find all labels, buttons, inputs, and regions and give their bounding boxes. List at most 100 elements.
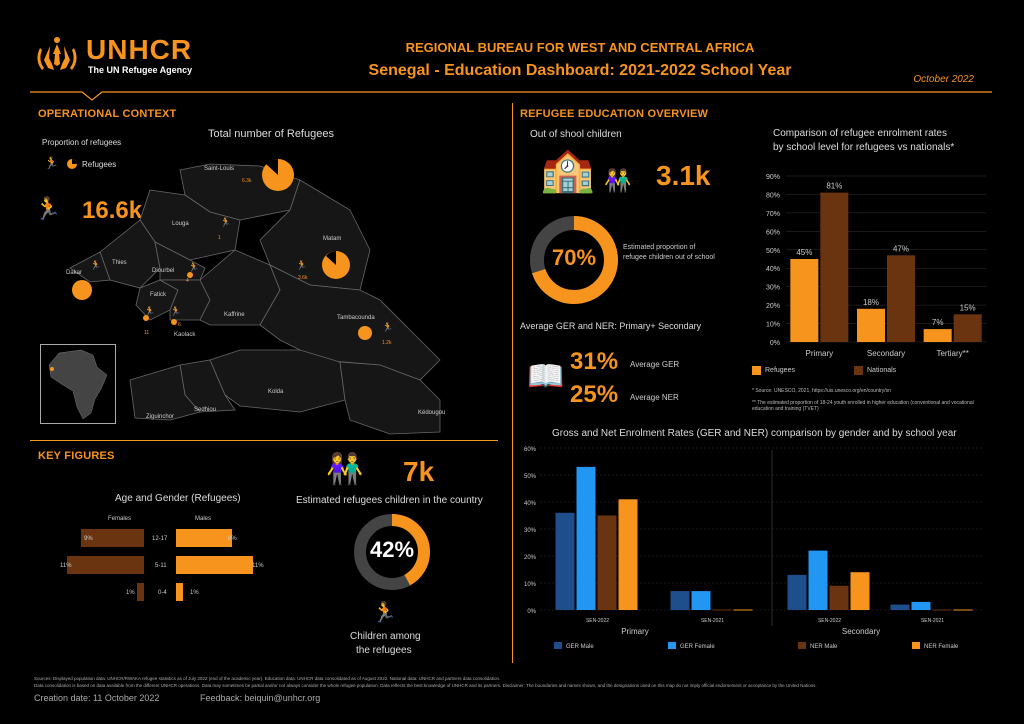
region-label-dakar: Dakar xyxy=(66,270,83,276)
oos-label: Out of shool children xyxy=(530,129,622,140)
chart1-title-line2: by school level for refugees vs national… xyxy=(773,142,955,153)
header-divider xyxy=(30,91,992,101)
chart1-ytick: 10% xyxy=(766,322,780,329)
map-title: Total number of Refugees xyxy=(208,128,334,140)
refugees-legend-label: Refugees xyxy=(82,160,117,169)
row-male-0-4: 1% xyxy=(190,590,199,596)
chart1-xtick: Secondary xyxy=(867,349,905,358)
chart1-data-label: 45% xyxy=(796,248,812,257)
chart2-bar xyxy=(850,572,870,610)
males-label: Males xyxy=(195,516,212,522)
chart1-note: ** The estimated proportion of 18-24 you… xyxy=(752,400,974,412)
section-title-context: OPERATIONAL CONTEXT xyxy=(38,108,177,120)
proportion-label: Proportion of refugees xyxy=(42,138,122,147)
chart1-bar xyxy=(887,255,915,342)
map-icon-tambacounda: 🏃 xyxy=(382,321,393,332)
chart2-bar xyxy=(576,466,596,610)
chart2-legend-label: GER Male xyxy=(566,644,594,650)
section-title-overview: REFUGEE EDUCATION OVERVIEW xyxy=(520,108,709,120)
oos-desc-line2: refugee children out of school xyxy=(623,254,715,261)
pie-diourbel xyxy=(187,272,193,278)
children-donut xyxy=(354,514,430,590)
chart1-legend-nationals: Nationals xyxy=(867,367,897,374)
chart1-ytick: 40% xyxy=(766,266,780,273)
chart2-ytick: 60% xyxy=(524,447,537,453)
children-donut-arc xyxy=(354,514,430,590)
chart1-bar xyxy=(953,314,982,342)
region-label-kolda: Kolda xyxy=(268,389,284,395)
children-pct: 42% xyxy=(369,537,415,562)
chart1-source: * Source: UNESCO, 2021, https://uis.unes… xyxy=(752,388,891,394)
ner-label: Average NER xyxy=(630,393,679,402)
region-label-kaolack: Kaolack xyxy=(174,332,196,338)
refugee-child-icon: 🏃 xyxy=(372,602,397,624)
chart2-bar xyxy=(670,591,690,610)
pyramid-female-bar xyxy=(67,556,144,574)
children-count: 7k xyxy=(403,456,435,487)
region-label-matam: Matam xyxy=(323,236,342,242)
ger-label: Average GER xyxy=(630,360,680,369)
chart1-legend-nationals-swatch xyxy=(854,366,863,375)
refugee-person-icon: 🏃 xyxy=(44,156,59,170)
chart1-data-label: 15% xyxy=(960,303,976,312)
chart2-year-label: SEN-2021 xyxy=(921,618,944,624)
africa-inset-map xyxy=(40,344,116,424)
chart2-ytick: 0% xyxy=(527,609,536,615)
region-value-louga: 1 xyxy=(218,235,221,241)
pyramid-male-bar xyxy=(176,583,183,601)
chart1-ytick: 50% xyxy=(766,248,780,255)
chart2-legend-label: NER Female xyxy=(924,644,959,650)
map-icon-diourbel: 🏃 xyxy=(188,261,199,272)
chart2-bar xyxy=(597,515,617,610)
region-value-kaolack: 6 xyxy=(178,322,181,328)
region-value-diourbel: 4 xyxy=(186,278,189,284)
brand-subtitle: The UN Refugee Agency xyxy=(88,65,193,75)
footer-feedback-link[interactable]: Feedback: beiquin@unhcr.org xyxy=(200,693,321,703)
footer-sources-line2: Data consolidation is based on data avai… xyxy=(34,683,817,688)
chart1-legend-refugees: Refugees xyxy=(765,367,795,374)
map-icon-matam: 🏃 xyxy=(296,259,307,270)
chart1-data-label: 18% xyxy=(863,298,879,307)
region-value-fatick: 11 xyxy=(144,330,150,336)
chart2-legend-swatch xyxy=(912,642,920,649)
age-gender-title: Age and Gender (Refugees) xyxy=(115,493,241,504)
region-dakar xyxy=(69,251,111,283)
chart1-ytick: 80% xyxy=(766,192,780,199)
chart2-ytick: 10% xyxy=(524,582,537,588)
chart1-data-label: 7% xyxy=(932,318,944,327)
total-refugees-value: 16.6k xyxy=(82,197,143,224)
chart1-ytick: 30% xyxy=(766,285,780,292)
age-pyramid xyxy=(67,529,253,601)
header-title-line2: Senegal - Education Dashboard: 2021-2022… xyxy=(368,62,792,79)
chart1-bar xyxy=(790,259,819,342)
region-value-saint-louis: 6.3k xyxy=(242,178,252,184)
children-among-line2: the refugees xyxy=(356,645,412,656)
region-kedougou xyxy=(339,361,441,435)
chart2-ytick: 30% xyxy=(524,528,537,534)
region-label-saint-louis: Saint-Louis xyxy=(204,166,235,172)
region-value-matam: 3.6k xyxy=(298,275,308,281)
pyramid-female-bar xyxy=(137,583,144,601)
chart2-bar xyxy=(808,550,828,610)
region-ziguinchor xyxy=(129,364,201,421)
unhcr-logo-icon xyxy=(37,37,77,70)
chart1-bar xyxy=(857,308,885,342)
students-icon: 👫 xyxy=(604,168,632,193)
footer-sources-line1: Sources: Displayed population data: UNHC… xyxy=(34,676,501,681)
pie-tambacounda xyxy=(358,326,372,340)
oos-donut xyxy=(530,216,618,304)
region-label-sedhiou: Sedhiou xyxy=(194,407,217,413)
region-label-kedougou: Kédougou xyxy=(418,410,446,416)
chart2-bar xyxy=(555,512,575,610)
row-male-5-11: 11% xyxy=(252,563,264,569)
oos-desc-line1: Estimated proportion of xyxy=(623,244,696,251)
chart2-year-label: SEN-2022 xyxy=(586,618,609,624)
chart1-xtick: Primary xyxy=(806,349,834,358)
senegal-map: 🏃 🏃 🏃 🏃 🏃 🏃 🏃 xyxy=(69,158,441,435)
map-icon-dakar: 🏃 xyxy=(90,259,101,270)
chart2-svg: 0% 10% 20% 30% 40% 50% 60% SEN-2022 SEN-2021 Prim… xyxy=(524,447,984,650)
africa-map-icon xyxy=(48,349,108,420)
map-icon-kaolack: 🏃 xyxy=(170,305,181,316)
chart2-year-label: SEN-2021 xyxy=(701,618,724,624)
